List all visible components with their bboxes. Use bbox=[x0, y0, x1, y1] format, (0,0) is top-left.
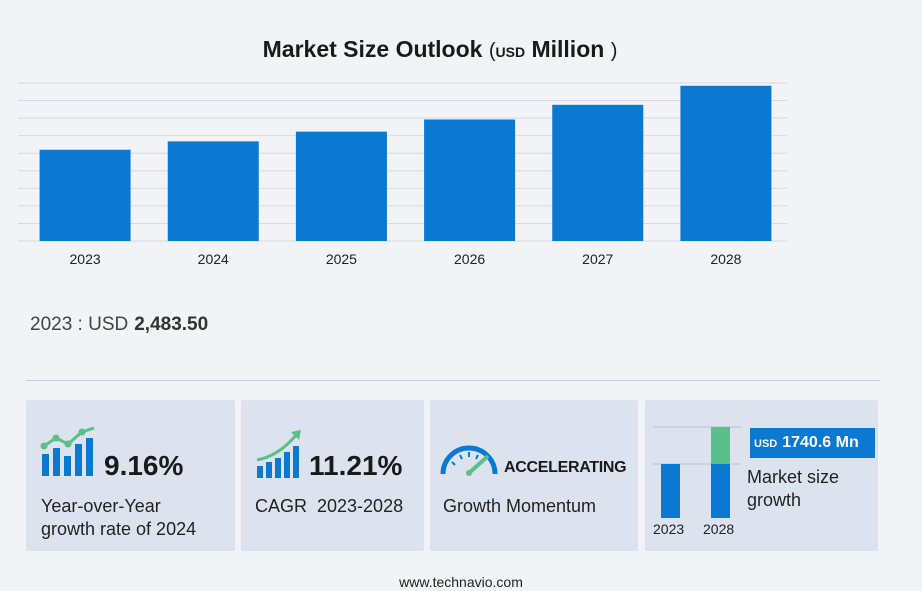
momentum-card: ACCELERATING Growth Momentum bbox=[430, 400, 638, 551]
cagr-card: 11.21% CAGR 2023-2028 bbox=[241, 400, 424, 551]
title-open-paren: ( bbox=[488, 40, 496, 62]
growth-badge: USD 1740.6 Mn bbox=[750, 428, 875, 458]
x-tick-label: 2023 bbox=[70, 251, 101, 267]
bar-2025 bbox=[295, 131, 387, 241]
cagr-value: 11.21% bbox=[309, 450, 403, 481]
yoy-value: 9.16% bbox=[104, 450, 184, 481]
mini-bar-2028-growth bbox=[711, 427, 730, 464]
mini-bar-2023 bbox=[661, 464, 680, 518]
yoy-card: 9.16% Year-over-Year growth rate of 2024 bbox=[26, 400, 235, 551]
x-tick-label: 2028 bbox=[710, 251, 741, 267]
bar-2024 bbox=[167, 141, 259, 241]
growth-caption-line2: growth bbox=[747, 490, 802, 510]
title-close-paren: ) bbox=[610, 40, 618, 62]
growth-badge-value: 1740.6 Mn bbox=[782, 434, 859, 451]
x-tick-label: 2027 bbox=[582, 251, 613, 267]
section-divider bbox=[26, 380, 880, 381]
bar-2023 bbox=[39, 149, 131, 241]
growth-mini-chart bbox=[653, 426, 741, 518]
base-year-label: 2023 : USD bbox=[30, 314, 129, 335]
growth-caption-line1: Market size bbox=[747, 467, 840, 487]
base-year-value: 2023 : USD 2,483.50 bbox=[30, 314, 208, 336]
growth-card: 2023 2028 USD 1740.6 Mn Market size growt… bbox=[645, 400, 878, 551]
chart-title-main: Market Size Outlook bbox=[262, 36, 483, 62]
x-tick-label: 2024 bbox=[198, 251, 229, 267]
mini-year-start: 2023 bbox=[653, 521, 685, 537]
bar-2027 bbox=[552, 104, 644, 241]
yoy-caption-line1: Year-over-Year bbox=[41, 496, 161, 516]
mini-year-end: 2028 bbox=[703, 521, 735, 537]
yoy-caption-line2: growth rate of 2024 bbox=[41, 519, 197, 539]
growth-badge-unit: USD bbox=[754, 438, 778, 450]
bar-2026 bbox=[424, 119, 516, 241]
bar-chart: 2023 2024 2025 2026 2027 2028 bbox=[18, 82, 787, 267]
x-tick-label: 2026 bbox=[454, 251, 485, 267]
footer-url: www.technavio.com bbox=[399, 574, 523, 590]
speedometer-icon bbox=[440, 445, 498, 476]
cagr-trend-icon bbox=[256, 430, 301, 478]
base-year-amount: 2,483.50 bbox=[134, 314, 209, 335]
x-tick-label: 2025 bbox=[326, 251, 357, 267]
momentum-caption: Growth Momentum bbox=[443, 496, 597, 516]
title-unit-currency: USD bbox=[495, 44, 526, 60]
title-unit: Million bbox=[531, 36, 605, 62]
mini-bar-2028-base bbox=[711, 464, 730, 518]
cagr-caption: CAGR 2023-2028 bbox=[255, 496, 404, 516]
momentum-status: ACCELERATING bbox=[504, 459, 627, 476]
chart-title: Market Size Outlook (USD Million ) bbox=[0, 36, 880, 63]
bar-2028 bbox=[680, 85, 772, 242]
growth-bars-icon bbox=[40, 426, 95, 476]
